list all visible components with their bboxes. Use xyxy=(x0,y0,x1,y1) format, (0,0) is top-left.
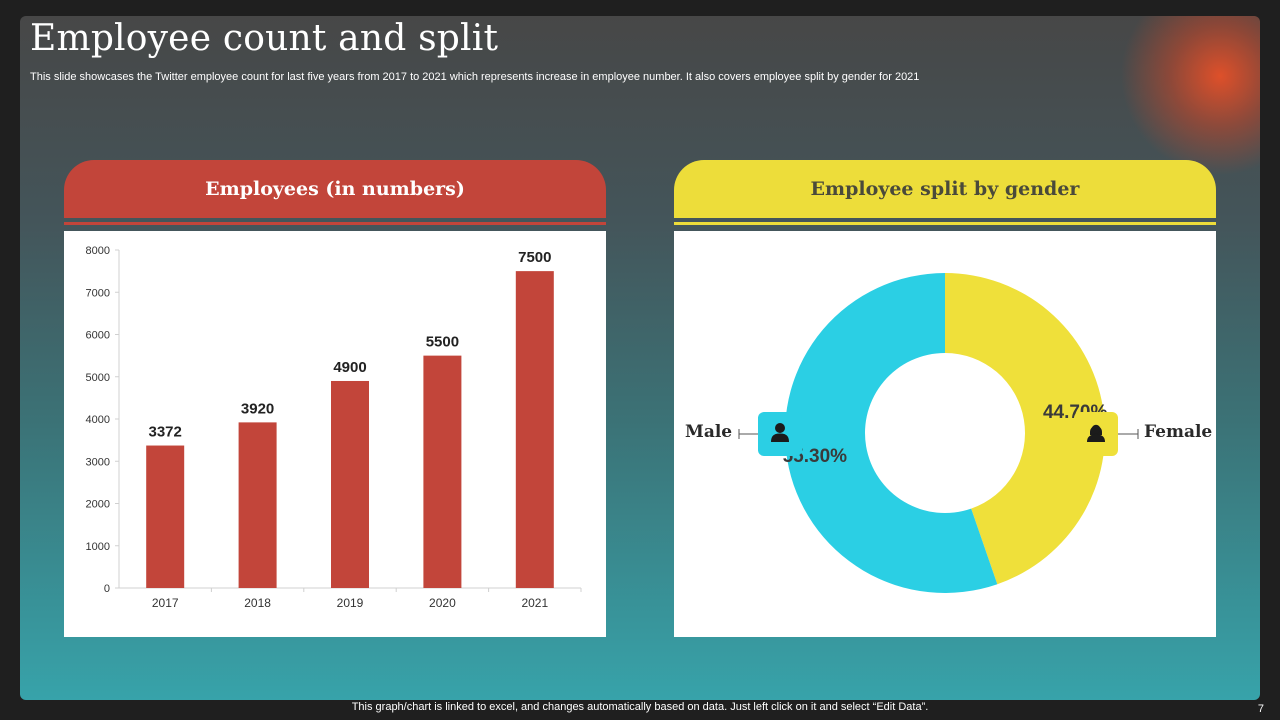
slice-male[interactable] xyxy=(785,273,998,593)
slide-title: Employee count and split xyxy=(30,18,499,59)
bar-value-label: 7500 xyxy=(518,249,551,266)
bar-2020[interactable] xyxy=(423,355,462,588)
slide-subtitle: This slide showcases the Twitter employe… xyxy=(30,71,920,83)
slice-female[interactable] xyxy=(945,273,1105,585)
female-icon-box xyxy=(1074,412,1118,456)
gender-panel-header: Employee split by gender xyxy=(674,160,1216,218)
page-number: 7 xyxy=(1257,703,1264,715)
female-connector xyxy=(1118,429,1139,439)
gender-panel-title: Employee split by gender xyxy=(810,178,1080,200)
x-tick-label: 2021 xyxy=(521,596,548,610)
female-user-icon xyxy=(1085,421,1107,448)
bar-2021[interactable] xyxy=(515,271,554,588)
bar-value-label: 4900 xyxy=(333,359,366,376)
y-tick-label: 7000 xyxy=(86,287,110,299)
male-user-icon xyxy=(769,421,791,448)
y-tick-label: 0 xyxy=(104,583,110,595)
x-tick-label: 2020 xyxy=(429,596,456,610)
y-tick-label: 6000 xyxy=(86,330,110,342)
female-label: Female xyxy=(1144,422,1213,442)
bar-value-label: 5500 xyxy=(426,334,459,351)
gender-donut-chart[interactable]: 44.70%55.30% xyxy=(674,231,1216,637)
x-tick-label: 2017 xyxy=(152,596,179,610)
decorative-glow xyxy=(1120,16,1260,176)
x-tick-label: 2018 xyxy=(244,596,271,610)
y-tick-label: 8000 xyxy=(86,245,110,257)
right-header-stripe xyxy=(674,222,1216,225)
left-header-stripe xyxy=(64,222,606,225)
x-tick-label: 2019 xyxy=(337,596,364,610)
employees-panel-title: Employees (in numbers) xyxy=(205,178,465,200)
y-tick-label: 2000 xyxy=(86,499,110,511)
male-label: Male xyxy=(685,422,733,442)
male-icon-box xyxy=(758,412,802,456)
bar-value-label: 3920 xyxy=(241,400,274,417)
bar-2017[interactable] xyxy=(146,445,185,588)
y-tick-label: 5000 xyxy=(86,372,110,384)
y-tick-label: 4000 xyxy=(86,414,110,426)
employees-chart-panel[interactable]: 0 1000 2000 3000 4000 5000 6000 7000 8000 2017 201… xyxy=(64,231,606,637)
y-tick-label: 1000 xyxy=(86,541,110,553)
male-connector xyxy=(738,429,760,439)
footer-note: This graph/chart is linked to excel, and… xyxy=(351,701,929,713)
bar-2018[interactable] xyxy=(238,422,277,588)
employees-panel-header: Employees (in numbers) xyxy=(64,160,606,218)
y-tick-label: 3000 xyxy=(86,456,110,468)
bar-value-label: 3372 xyxy=(149,424,182,441)
bar-2019[interactable] xyxy=(331,380,369,588)
employees-bar-chart[interactable]: 0 1000 2000 3000 4000 5000 6000 7000 8000 2017 201… xyxy=(64,231,606,637)
